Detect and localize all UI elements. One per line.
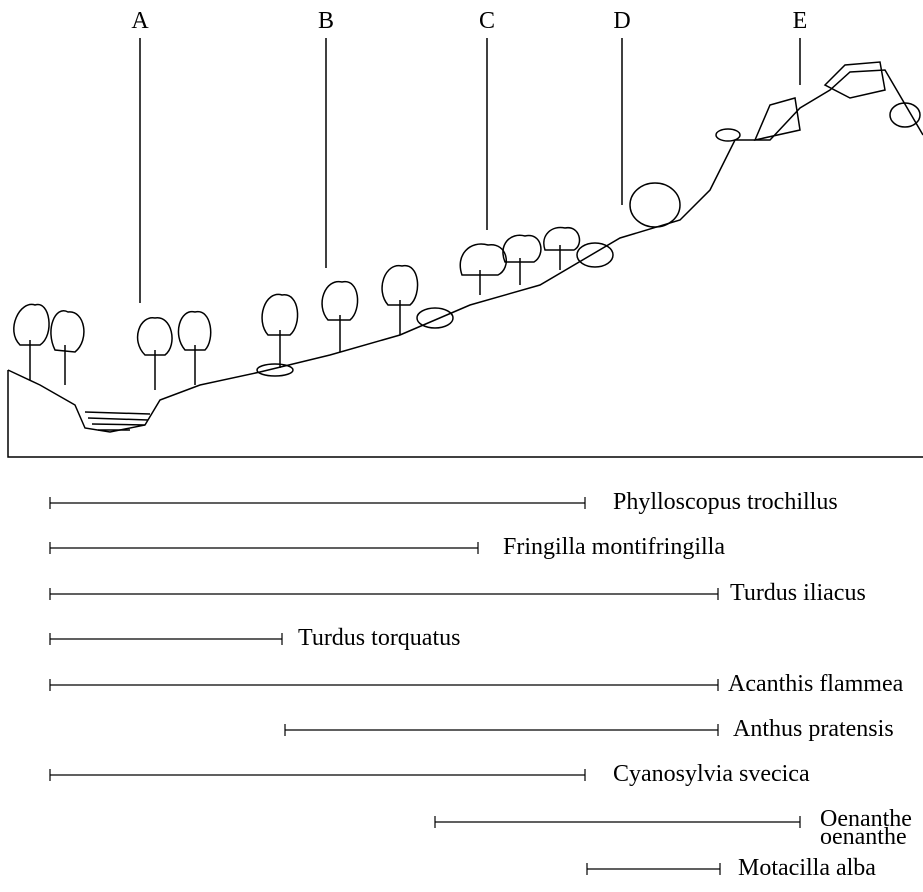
species-label: Turdus iliacus — [730, 580, 866, 606]
species-label: Phylloscopus trochillus — [613, 489, 838, 515]
species-label: Turdus torquatus — [298, 625, 461, 651]
zone-pointers — [139, 38, 801, 303]
zone-label: B — [317, 8, 335, 34]
water — [84, 411, 151, 431]
zone-label: C — [478, 8, 496, 34]
species-label: Fringilla montifringilla — [503, 534, 725, 560]
frame — [7, 370, 923, 458]
species-label: Cyanosylvia svecica — [613, 761, 810, 787]
species-label: Motacilla alba — [738, 855, 876, 881]
rocks — [256, 61, 921, 377]
species-label: Acanthis flammea — [728, 671, 904, 697]
trees — [13, 226, 581, 390]
range-bars — [49, 497, 801, 875]
zone-label: E — [792, 8, 808, 34]
species-label: Anthus pratensis — [733, 716, 894, 742]
species-label: Oenanthe oenanthe — [820, 806, 912, 850]
zone-label: D — [613, 8, 631, 34]
zone-label: A — [131, 8, 149, 34]
